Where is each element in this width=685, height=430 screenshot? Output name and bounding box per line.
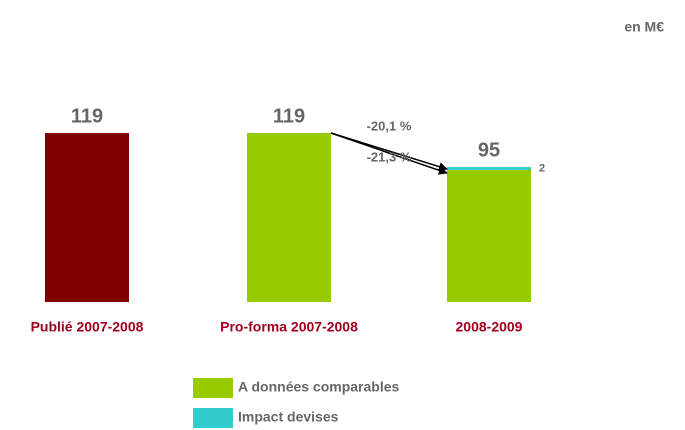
segment-label: 2: [539, 162, 545, 174]
x-tick-label: Publié 2007-2008: [31, 319, 144, 335]
arrow: [330, 132, 448, 175]
total-label: 95: [478, 139, 500, 161]
legend-swatch: [193, 378, 233, 398]
x-tick-label: 2008-2009: [456, 319, 523, 335]
legend-swatch: [193, 408, 233, 428]
annotation: -20,1 %: [367, 118, 412, 133]
bar-segment: [447, 167, 531, 170]
total-label: 119: [273, 105, 305, 127]
legend-label: A données comparables: [238, 379, 400, 395]
unit-label: en M€: [624, 19, 664, 35]
bar-segment: [45, 133, 129, 302]
total-label: 119: [71, 105, 103, 127]
annotation: -21,3 %: [367, 149, 412, 164]
legend-label: Impact devises: [238, 409, 339, 425]
bar-segment: [447, 169, 531, 302]
x-tick-label: Pro-forma 2007-2008: [220, 319, 358, 335]
bar-segment: [247, 133, 331, 302]
